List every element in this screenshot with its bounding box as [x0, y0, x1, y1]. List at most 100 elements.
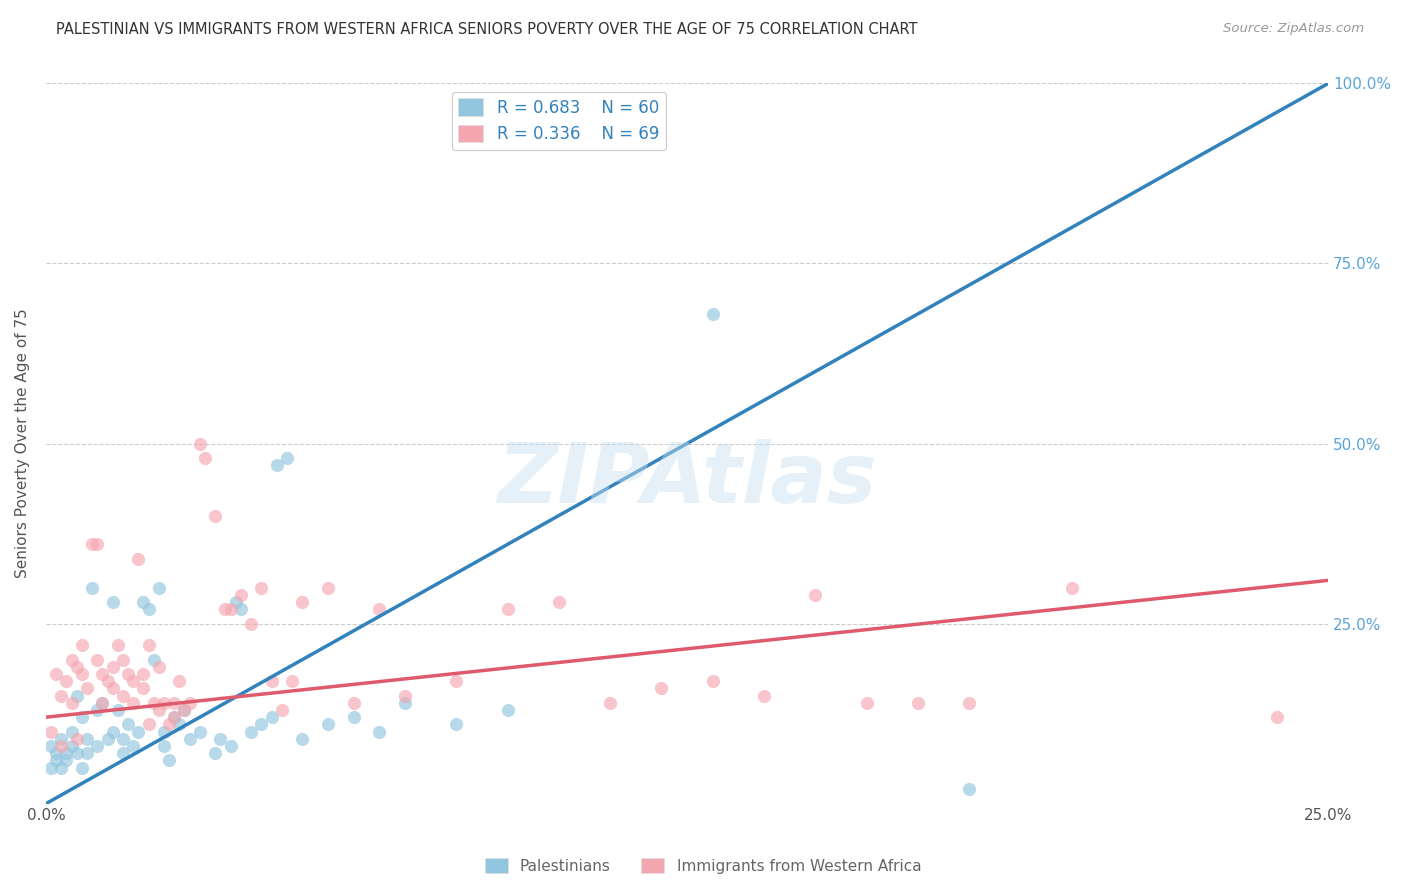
- Point: [111, 689, 134, 703]
- Point: [368, 602, 391, 616]
- Point: [127, 551, 149, 566]
- Text: ZIPAtlas: ZIPAtlas: [498, 439, 877, 520]
- Point: [86, 739, 108, 753]
- Point: [496, 602, 519, 616]
- Point: [270, 703, 292, 717]
- Point: [60, 696, 83, 710]
- Point: [91, 696, 114, 710]
- Point: [111, 731, 134, 746]
- Point: [209, 731, 232, 746]
- Point: [650, 681, 672, 696]
- Point: [66, 746, 89, 760]
- Point: [148, 703, 170, 717]
- Point: [194, 450, 217, 465]
- Point: [343, 696, 366, 710]
- Point: [1265, 710, 1288, 724]
- Point: [179, 696, 201, 710]
- Point: [260, 674, 283, 689]
- Point: [229, 602, 252, 616]
- Point: [446, 717, 468, 731]
- Point: [266, 458, 288, 472]
- Point: [240, 724, 263, 739]
- Point: [66, 689, 89, 703]
- Point: [66, 731, 89, 746]
- Point: [153, 696, 176, 710]
- Point: [138, 602, 160, 616]
- Point: [163, 710, 186, 724]
- Point: [76, 746, 98, 760]
- Point: [138, 638, 160, 652]
- Point: [496, 703, 519, 717]
- Point: [132, 681, 155, 696]
- Point: [51, 731, 73, 746]
- Point: [276, 450, 298, 465]
- Point: [142, 696, 165, 710]
- Point: [163, 696, 186, 710]
- Point: [1060, 581, 1083, 595]
- Point: [702, 307, 724, 321]
- Point: [96, 731, 118, 746]
- Point: [138, 717, 160, 731]
- Point: [291, 731, 314, 746]
- Y-axis label: Seniors Poverty Over the Age of 75: Seniors Poverty Over the Age of 75: [15, 309, 30, 578]
- Point: [55, 674, 77, 689]
- Legend: R = 0.683    N = 60, R = 0.336    N = 69: R = 0.683 N = 60, R = 0.336 N = 69: [451, 92, 666, 150]
- Point: [153, 724, 176, 739]
- Point: [51, 689, 73, 703]
- Point: [45, 753, 67, 767]
- Point: [142, 652, 165, 666]
- Point: [132, 595, 155, 609]
- Point: [148, 581, 170, 595]
- Point: [122, 696, 145, 710]
- Point: [82, 537, 104, 551]
- Point: [240, 616, 263, 631]
- Point: [446, 674, 468, 689]
- Point: [101, 724, 124, 739]
- Point: [219, 739, 242, 753]
- Point: [599, 696, 621, 710]
- Point: [173, 703, 195, 717]
- Point: [66, 660, 89, 674]
- Point: [260, 710, 283, 724]
- Point: [907, 696, 929, 710]
- Point: [225, 595, 247, 609]
- Point: [107, 703, 129, 717]
- Point: [39, 739, 62, 753]
- Point: [250, 581, 273, 595]
- Point: [157, 717, 180, 731]
- Point: [229, 588, 252, 602]
- Text: PALESTINIAN VS IMMIGRANTS FROM WESTERN AFRICA SENIORS POVERTY OVER THE AGE OF 75: PALESTINIAN VS IMMIGRANTS FROM WESTERN A…: [56, 22, 918, 37]
- Legend: Palestinians, Immigrants from Western Africa: Palestinians, Immigrants from Western Af…: [478, 852, 928, 880]
- Point: [51, 761, 73, 775]
- Point: [702, 674, 724, 689]
- Point: [70, 667, 93, 681]
- Point: [343, 710, 366, 724]
- Point: [169, 717, 191, 731]
- Point: [281, 674, 304, 689]
- Point: [250, 717, 273, 731]
- Point: [547, 595, 569, 609]
- Point: [76, 731, 98, 746]
- Point: [957, 782, 980, 797]
- Point: [291, 595, 314, 609]
- Point: [82, 581, 104, 595]
- Point: [157, 753, 180, 767]
- Point: [70, 710, 93, 724]
- Point: [148, 660, 170, 674]
- Point: [117, 717, 139, 731]
- Point: [91, 696, 114, 710]
- Point: [76, 681, 98, 696]
- Point: [91, 667, 114, 681]
- Point: [855, 696, 877, 710]
- Point: [39, 724, 62, 739]
- Point: [86, 652, 108, 666]
- Point: [117, 667, 139, 681]
- Point: [39, 761, 62, 775]
- Point: [111, 652, 134, 666]
- Point: [214, 602, 236, 616]
- Point: [169, 674, 191, 689]
- Point: [122, 739, 145, 753]
- Point: [957, 696, 980, 710]
- Point: [60, 739, 83, 753]
- Point: [96, 674, 118, 689]
